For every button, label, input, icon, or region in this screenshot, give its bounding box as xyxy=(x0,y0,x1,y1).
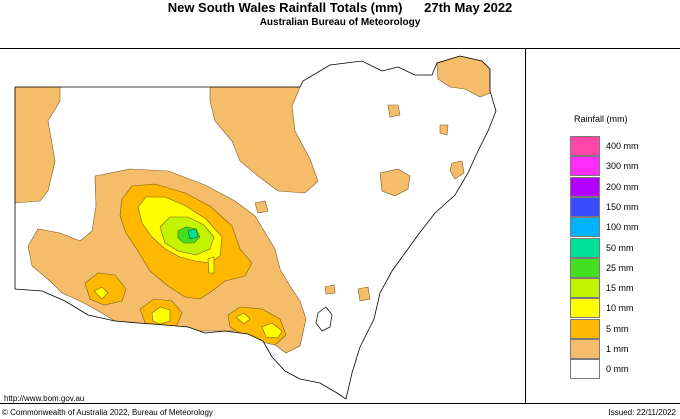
legend-item: 0 mm xyxy=(570,359,680,380)
legend-item: 5 mm xyxy=(570,318,680,339)
legend-label: 25 mm xyxy=(606,262,634,273)
legend-swatch xyxy=(570,237,600,258)
act-border xyxy=(315,306,333,332)
legend-swatch xyxy=(570,298,600,319)
title-text: New South Wales Rainfall Totals (mm) xyxy=(167,0,403,15)
rainfall-contours xyxy=(15,56,491,354)
legend-item: 25 mm xyxy=(570,257,680,278)
zone-50mm xyxy=(187,228,199,240)
legend-item: 150 mm xyxy=(570,196,680,217)
legend-title: Rainfall (mm) xyxy=(574,114,628,124)
legend-label: 300 mm xyxy=(606,161,639,172)
legend-swatch xyxy=(570,196,600,217)
legend-label: 50 mm xyxy=(606,242,634,253)
legend-item: 50 mm xyxy=(570,237,680,258)
legend-swatch xyxy=(570,359,600,380)
legend-swatch xyxy=(570,217,600,238)
legend-item: 100 mm xyxy=(570,217,680,238)
legend-label: 200 mm xyxy=(606,181,639,192)
issued-date: Issued: 22/11/2022 xyxy=(608,408,676,417)
legend-label: 0 mm xyxy=(606,364,629,375)
legend-item: 1 mm xyxy=(570,339,680,359)
bom-url[interactable]: http://www.bom.gov.au xyxy=(4,394,85,403)
legend-swatch xyxy=(570,136,600,156)
legend-label: 1 mm xyxy=(606,344,629,354)
legend-swatch xyxy=(570,339,600,359)
legend-item: 15 mm xyxy=(570,278,680,299)
legend-item: 300 mm xyxy=(570,156,680,177)
legend-item: 400 mm xyxy=(570,136,680,156)
legend-label: 10 mm xyxy=(606,303,634,314)
map-area xyxy=(0,48,526,404)
legend-swatch xyxy=(570,156,600,177)
legend-label: 400 mm xyxy=(606,141,639,151)
map-subtitle: Australian Bureau of Meteorology xyxy=(259,17,421,28)
nsw-border xyxy=(14,55,497,400)
nsw-rainfall-map xyxy=(14,55,497,400)
copyright-text: © Commonwealth of Australia 2022, Bureau… xyxy=(2,408,213,417)
legend-swatch xyxy=(570,278,600,299)
legend-label: 5 mm xyxy=(606,323,629,334)
legend-swatch xyxy=(570,318,600,339)
title-date: 27th May 2022 xyxy=(424,0,513,15)
legend-item: 200 mm xyxy=(570,176,680,197)
legend-label: 15 mm xyxy=(606,283,634,294)
legend-label: 100 mm xyxy=(606,222,639,233)
legend-swatch xyxy=(570,257,600,278)
legend-item: 10 mm xyxy=(570,298,680,319)
legend-panel xyxy=(526,48,680,404)
legend-swatch xyxy=(570,176,600,197)
legend-label: 150 mm xyxy=(606,201,639,212)
map-title: New South Wales Rainfall Totals (mm) 27t… xyxy=(0,0,680,15)
